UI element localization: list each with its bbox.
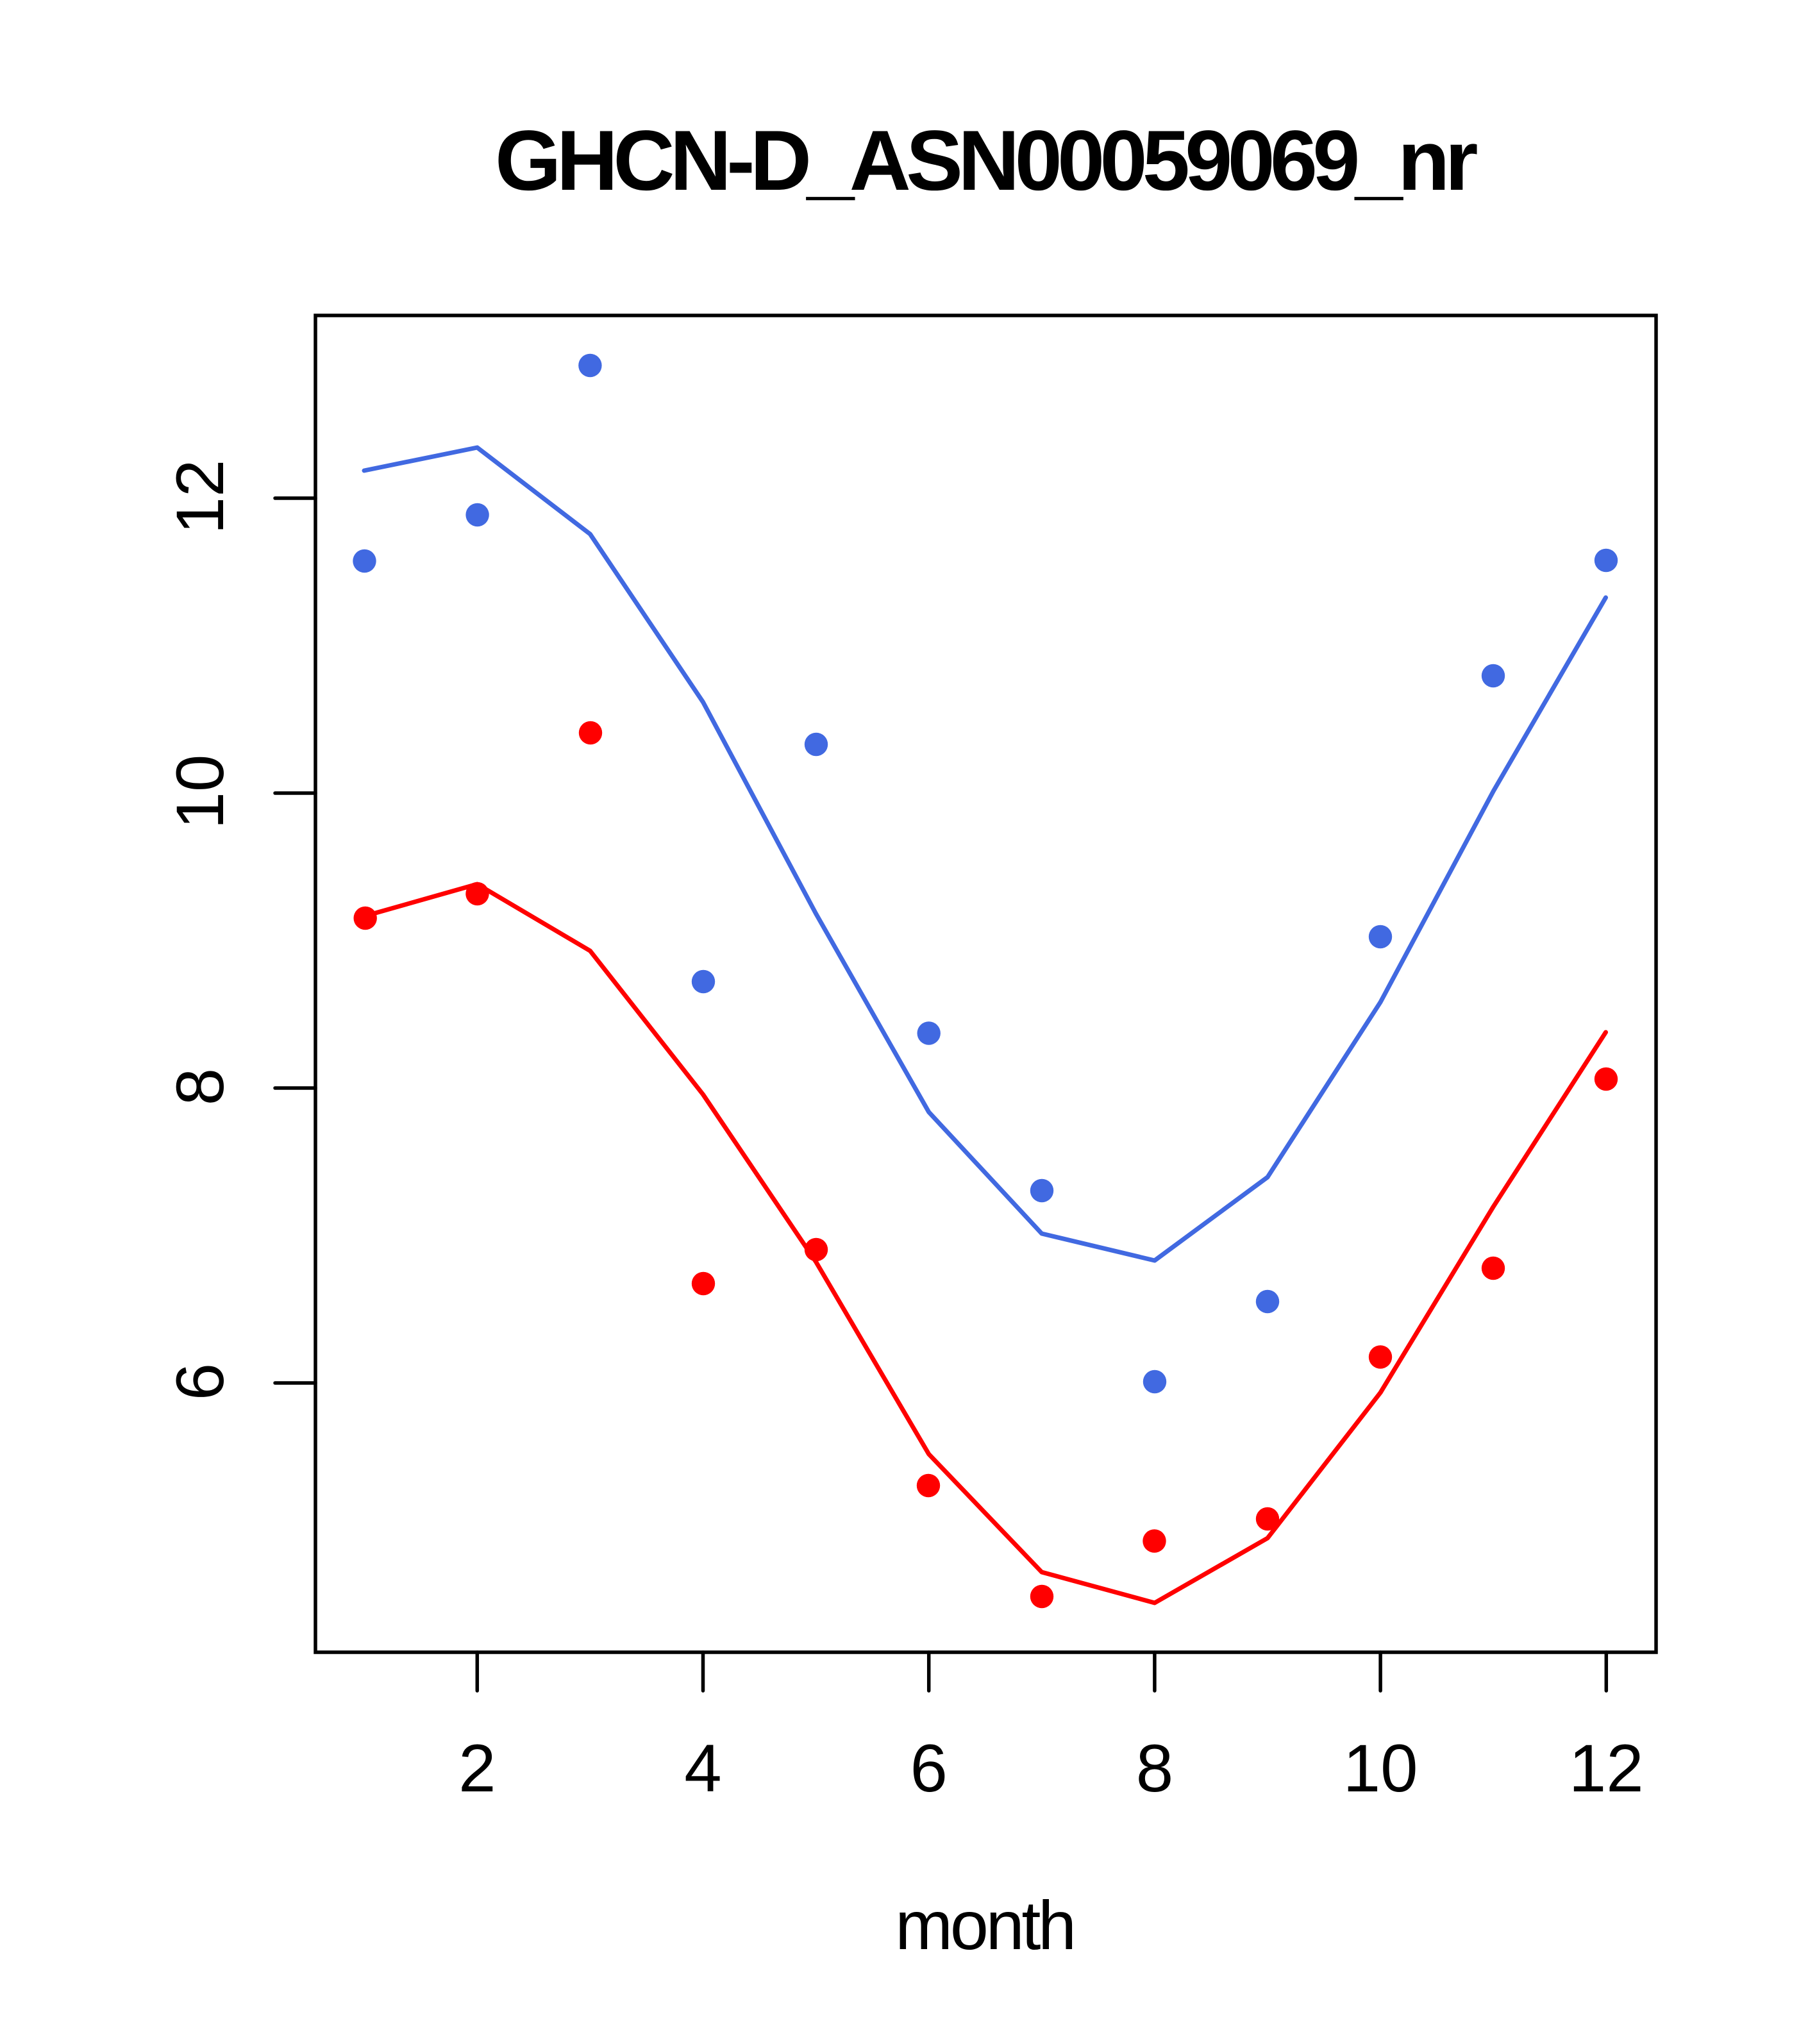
svg-text:12: 12 bbox=[163, 460, 238, 535]
svg-text:6: 6 bbox=[910, 1731, 947, 1806]
svg-text:8: 8 bbox=[1136, 1731, 1173, 1806]
svg-text:10: 10 bbox=[163, 755, 238, 830]
svg-text:8: 8 bbox=[163, 1068, 238, 1105]
svg-text:12: 12 bbox=[1569, 1731, 1644, 1806]
svg-text:6: 6 bbox=[163, 1363, 238, 1400]
svg-text:2: 2 bbox=[458, 1731, 496, 1806]
svg-text:10: 10 bbox=[1343, 1731, 1418, 1806]
svg-text:GHCN-D_ASN00059069_nr: GHCN-D_ASN00059069_nr bbox=[495, 113, 1477, 208]
svg-text:4: 4 bbox=[684, 1731, 721, 1806]
svg-text:month: month bbox=[895, 1886, 1074, 1964]
